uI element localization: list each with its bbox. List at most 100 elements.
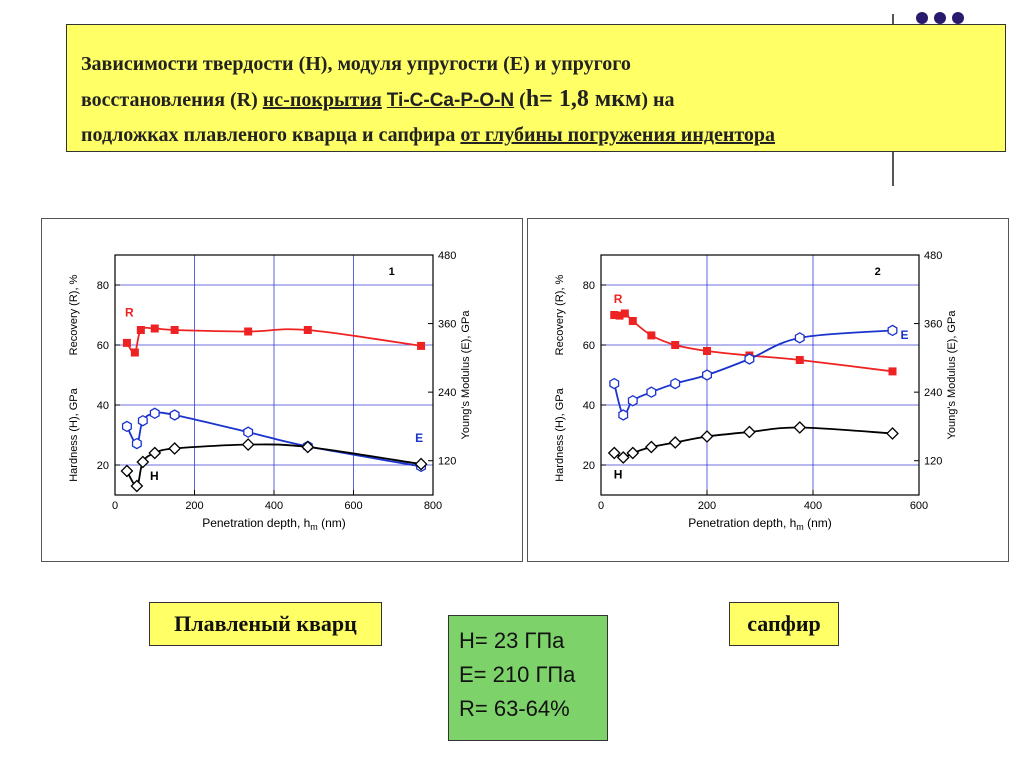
data-point-e <box>243 426 254 438</box>
data-point-e <box>609 377 620 390</box>
data-point-h <box>241 438 255 452</box>
data-point-e <box>121 420 132 433</box>
y-right-tick-label: 360 <box>438 319 456 331</box>
decorative-dot <box>934 12 946 24</box>
title-line-1: Зависимости твердости (H), модуля упруго… <box>81 47 991 82</box>
y-left-axis-label-hardness: Hardness (H), GPa <box>68 387 80 481</box>
c2-series-e <box>609 324 898 421</box>
summary-modulus: E= 210 ГПа <box>459 662 576 687</box>
data-point-r <box>417 341 426 350</box>
data-point-r <box>244 327 253 336</box>
c2-axes: 0 200 400 600 20 40 60 80 120 240 360 480 Penetratio… <box>554 250 958 532</box>
data-point-r <box>610 311 619 319</box>
title-line-2: восстановления (R) нс-покрытия Ti-C-Ca-P… <box>81 82 991 118</box>
y-right-tick-label: 120 <box>438 456 456 468</box>
summary-recovery: R= 63-64% <box>459 696 570 721</box>
y-left-tick-label: 60 <box>583 340 595 352</box>
x-axis-label-subscript: m <box>310 522 318 532</box>
chart-fused-quartz: 0 200 400 600 800 20 40 60 80 120 240 360 480 Penetra… <box>68 250 472 532</box>
data-point-h <box>616 451 630 464</box>
data-point-h <box>168 442 182 455</box>
data-point-e <box>131 437 142 450</box>
data-point-h <box>886 427 899 440</box>
title-text-2e: ( <box>514 89 526 111</box>
data-point-e <box>149 407 160 420</box>
c2-series-r <box>610 309 897 376</box>
c1-series-h <box>120 438 428 493</box>
chart-fused-quartz-panel: 0 200 400 600 800 20 40 60 80 120 240 360 480 Penetra… <box>41 218 523 562</box>
data-point-r <box>130 348 139 357</box>
x-axis-label-unit: (nm) <box>804 516 832 530</box>
data-point-h <box>130 479 144 493</box>
y-left-axis-label-recovery: Recovery (R), % <box>68 274 80 355</box>
x-tick-label: 0 <box>598 500 604 512</box>
c1-series-r <box>122 324 426 357</box>
x-axis-label-unit: (nm) <box>318 516 346 530</box>
data-point-r <box>703 347 711 355</box>
data-point-r <box>303 326 312 334</box>
y-right-tick-label: 120 <box>924 456 942 468</box>
label-sapphire: сапфир <box>729 602 839 646</box>
data-point-h <box>120 464 134 478</box>
x-tick-label: 0 <box>112 500 118 512</box>
series-name-label-e: E <box>415 431 423 445</box>
title-text-2g: ) на <box>641 89 675 111</box>
data-point-h <box>644 440 658 454</box>
data-point-r <box>671 341 680 349</box>
data-point-r <box>888 367 897 376</box>
y-right-tick-label: 240 <box>924 387 942 399</box>
y-left-tick-label: 60 <box>97 340 109 352</box>
data-point-h <box>700 430 714 443</box>
series-name-label-r: R <box>125 306 134 320</box>
series-name-label-h: H <box>614 468 623 482</box>
x-axis-label-subscript: m <box>796 522 804 532</box>
data-point-e <box>670 377 681 390</box>
chart-sapphire: 0 200 400 600 20 40 60 80 120 240 360 480 Penetratio… <box>554 250 958 532</box>
series-name-label-e: E <box>900 328 908 342</box>
c2-series-h <box>607 421 899 464</box>
x-axis-label: Penetration depth, hm (nm) <box>202 516 346 532</box>
data-point-e <box>794 332 805 344</box>
data-point-r <box>795 356 804 364</box>
data-point-h <box>668 436 682 449</box>
title-text-2f: h= 1,8 мкм <box>525 86 642 112</box>
data-point-r <box>647 331 656 340</box>
y-left-tick-label: 80 <box>97 280 109 292</box>
y-right-axis-label: Young's Modulus (E), GPa <box>946 310 958 440</box>
data-point-r <box>136 326 145 334</box>
y-left-axis-label-recovery: Recovery (R), % <box>554 274 566 355</box>
x-tick-label: 400 <box>804 500 822 512</box>
data-point-h <box>301 440 315 454</box>
series-name-label-r: R <box>614 292 623 306</box>
title-text-2d: Ti-C-Ca-P-O-N <box>386 90 515 111</box>
x-tick-label: 600 <box>344 500 362 512</box>
decorative-dot <box>916 12 928 24</box>
data-point-e <box>702 369 712 381</box>
c1-axes: 0 200 400 600 800 20 40 60 80 120 240 360 480 Penetra… <box>68 250 472 532</box>
data-point-r <box>122 338 131 347</box>
x-axis-label: Penetration depth, hm (nm) <box>688 516 832 532</box>
title-text-2b: нс-покрытия <box>262 89 382 111</box>
y-right-tick-label: 240 <box>438 387 456 399</box>
data-point-r <box>620 309 629 318</box>
summary-values-box: H= 23 ГПа E= 210 ГПа R= 63-64% <box>448 615 608 741</box>
panel-number-label: 1 <box>389 266 395 278</box>
y-right-axis-label: Young's Modulus (E), GPa <box>460 310 472 440</box>
data-point-h <box>793 421 807 434</box>
data-point-e <box>137 414 148 427</box>
panel-number-label: 2 <box>875 266 881 278</box>
data-point-h <box>626 446 640 460</box>
data-point-h <box>742 425 756 439</box>
data-point-h <box>607 446 621 460</box>
y-left-tick-label: 80 <box>583 280 595 292</box>
data-point-r <box>628 317 637 325</box>
x-tick-label: 400 <box>265 500 283 512</box>
title-text-1: Зависимости твердости (H), модуля упруго… <box>81 53 631 75</box>
y-left-tick-label: 20 <box>583 460 595 472</box>
series-name-label-h: H <box>150 469 159 483</box>
c2-plot-frame <box>600 254 920 496</box>
slide-title: Зависимости твердости (H), модуля упруго… <box>66 24 1006 152</box>
x-tick-label: 200 <box>698 500 716 512</box>
data-point-e <box>169 409 180 421</box>
data-point-h <box>136 455 150 469</box>
